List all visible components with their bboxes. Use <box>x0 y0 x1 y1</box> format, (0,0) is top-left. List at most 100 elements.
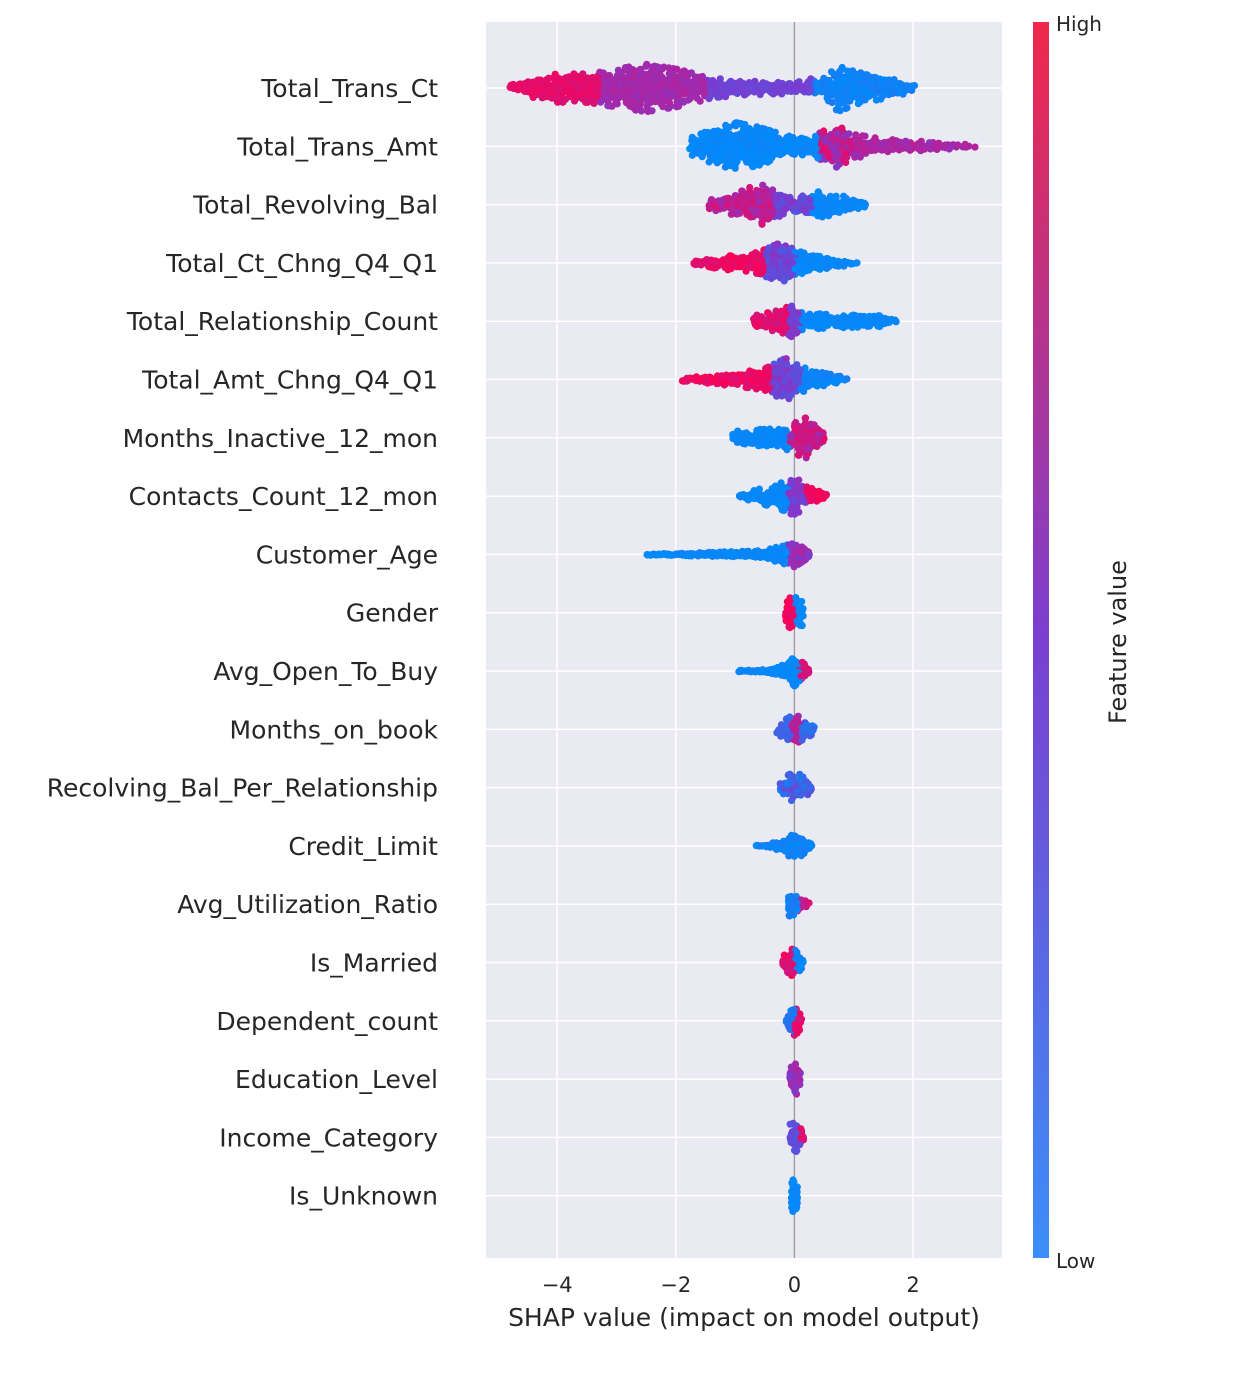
shap-point <box>629 81 636 88</box>
shap-point <box>610 87 617 94</box>
shap-point <box>665 64 672 71</box>
shap-point <box>902 138 909 145</box>
shap-point <box>554 95 561 102</box>
shap-point <box>915 144 922 151</box>
shap-point <box>759 125 766 132</box>
shap-point <box>757 138 764 145</box>
shap-point <box>548 94 555 101</box>
shap-point <box>875 142 882 149</box>
shap-point <box>798 135 805 142</box>
shap-point <box>827 193 834 200</box>
shap-point <box>839 64 846 71</box>
shap-point <box>748 83 755 90</box>
shap-point <box>697 130 704 137</box>
shap-point <box>771 245 778 252</box>
shap-point <box>833 106 840 113</box>
shap-point <box>829 99 836 106</box>
shap-point <box>840 193 847 200</box>
shap-point <box>617 70 624 77</box>
shap-point <box>552 71 559 78</box>
shap-point <box>745 190 752 197</box>
shap-point <box>739 188 746 195</box>
shap-point <box>762 84 769 91</box>
shap-point <box>851 136 858 143</box>
shap-point <box>811 139 818 146</box>
shap-point <box>604 102 611 109</box>
shap-point <box>737 136 744 143</box>
shap-point <box>753 323 760 330</box>
shap-point <box>732 122 739 129</box>
shap-point <box>759 257 766 264</box>
shap-point <box>876 76 883 83</box>
shap-point <box>666 99 673 106</box>
shap-point <box>874 323 881 330</box>
shap-point <box>573 84 580 91</box>
shap-point <box>531 88 538 95</box>
shap-point <box>684 78 691 85</box>
shap-point <box>596 69 603 76</box>
shap-point <box>810 209 817 216</box>
shap-point <box>857 80 864 87</box>
shap-point <box>783 83 790 90</box>
shap-point <box>681 90 688 97</box>
shap-point <box>962 141 969 148</box>
shap-point <box>643 61 650 68</box>
shap-point <box>738 143 745 150</box>
shap-point <box>833 164 840 171</box>
shap-point <box>926 139 933 146</box>
shap-point <box>839 146 846 153</box>
shap-point <box>724 195 731 202</box>
shap-point <box>631 68 638 75</box>
shap-point <box>698 258 705 265</box>
shap-point <box>578 74 585 81</box>
shap-point <box>626 102 633 109</box>
shap-point <box>675 92 682 99</box>
shap-point <box>792 314 799 321</box>
shap-point <box>784 254 791 261</box>
shap-point <box>543 76 550 83</box>
shap-point <box>831 318 838 325</box>
shap-point <box>840 77 847 84</box>
shap-point <box>744 209 751 216</box>
shap-point <box>732 192 739 199</box>
shap-point <box>807 88 814 95</box>
shap-point <box>772 140 779 147</box>
shap-point <box>704 129 711 136</box>
shap-point <box>881 315 888 322</box>
shap-point <box>785 331 792 338</box>
shap-point <box>625 63 632 70</box>
shap-point <box>566 89 573 96</box>
shap-point <box>695 85 702 92</box>
shap-point <box>784 197 791 204</box>
shap-point <box>842 105 849 112</box>
shap-point <box>707 153 714 160</box>
shap-point <box>539 86 546 93</box>
shap-point <box>605 72 612 79</box>
shap-point <box>843 90 850 97</box>
shap-point <box>740 122 747 129</box>
shap-point <box>883 83 890 90</box>
shap-point <box>775 79 782 86</box>
shap-point <box>619 90 626 97</box>
shap-point <box>776 213 783 220</box>
shap-point <box>718 199 725 206</box>
shap-point <box>904 145 911 152</box>
shap-point <box>672 79 679 86</box>
shap-point <box>933 141 940 148</box>
shap-point <box>789 134 796 141</box>
shap-point <box>873 316 880 323</box>
shap-point <box>644 103 651 110</box>
shap-point <box>848 260 855 267</box>
shap-point <box>947 143 954 150</box>
shap-point <box>840 156 847 163</box>
shap-point <box>834 129 841 136</box>
shap-point <box>730 206 737 213</box>
shap-point <box>780 247 787 254</box>
shap-point <box>816 322 823 329</box>
shap-point <box>647 88 654 95</box>
shap-point <box>848 143 855 150</box>
shap-point <box>824 149 831 156</box>
shap-point <box>822 312 829 319</box>
shap-point <box>971 144 978 151</box>
shap-point <box>804 314 811 321</box>
